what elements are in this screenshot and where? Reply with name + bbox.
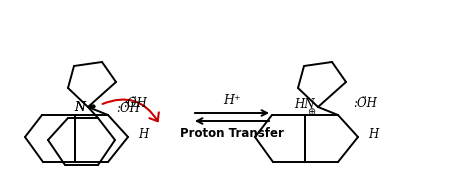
Text: :ÖH: :ÖH bbox=[123, 97, 147, 110]
Text: HN: HN bbox=[294, 97, 315, 110]
Text: Proton Transfer: Proton Transfer bbox=[180, 127, 284, 140]
Text: N: N bbox=[74, 100, 85, 113]
Text: N: N bbox=[74, 100, 85, 113]
Text: :ÖH: :ÖH bbox=[353, 97, 377, 110]
Text: H: H bbox=[368, 129, 378, 142]
FancyArrowPatch shape bbox=[103, 100, 159, 121]
Text: H: H bbox=[138, 129, 148, 142]
Text: :ÖH: :ÖH bbox=[116, 102, 140, 115]
Text: ⊕: ⊕ bbox=[307, 107, 315, 117]
Text: H⁺: H⁺ bbox=[223, 94, 241, 107]
